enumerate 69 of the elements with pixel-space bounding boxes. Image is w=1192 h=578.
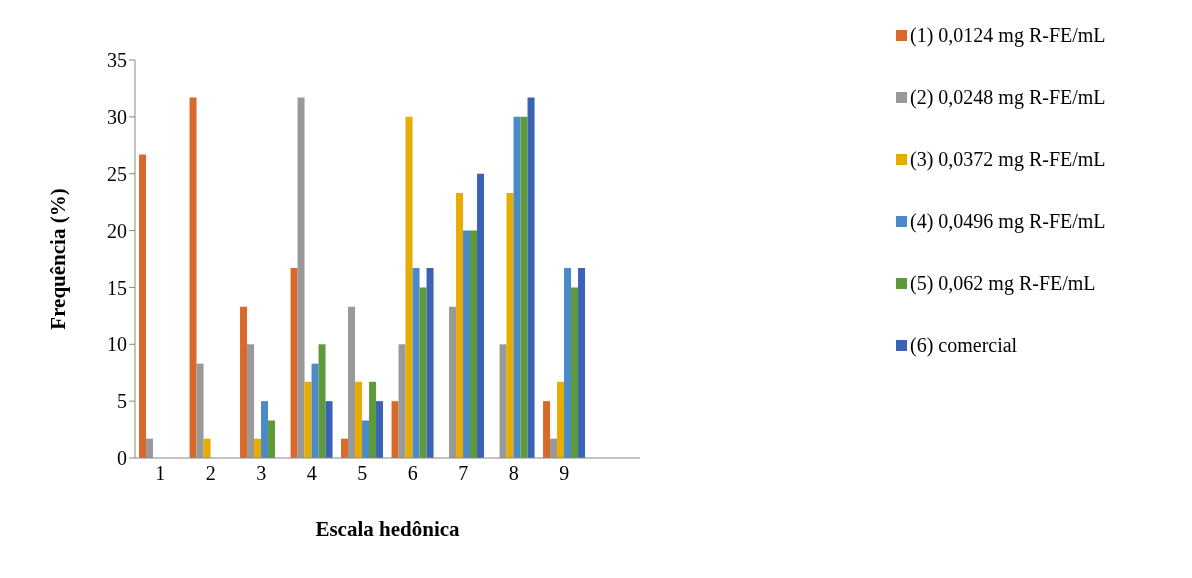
- bar: [146, 438, 154, 458]
- bar: [499, 344, 507, 458]
- bar: [463, 230, 471, 458]
- bar: [247, 344, 255, 458]
- y-tick-label: 10: [107, 333, 127, 356]
- bar: [405, 116, 413, 458]
- x-tick-label: 5: [357, 462, 368, 485]
- bar: [355, 381, 363, 458]
- y-tick-label: 25: [107, 162, 127, 185]
- bar: [564, 268, 572, 458]
- bar: [268, 420, 276, 458]
- x-tick-label: 1: [155, 462, 166, 485]
- bar: [341, 438, 349, 458]
- legend-label: (1) 0,0124 mg R-FE/mL: [910, 23, 1106, 47]
- bar: [456, 193, 464, 458]
- bar: [412, 268, 420, 458]
- x-tick-label: 2: [205, 462, 216, 485]
- bar: [348, 306, 356, 458]
- x-tick-label: 8: [508, 462, 519, 485]
- bar: [398, 344, 406, 458]
- x-tick-label: 3: [256, 462, 267, 485]
- bar: [376, 401, 384, 458]
- bar: [550, 438, 558, 458]
- bar: [449, 306, 457, 458]
- bar: [578, 268, 586, 458]
- y-tick-label: 0: [117, 447, 127, 470]
- bar: [477, 173, 485, 458]
- bar: [391, 401, 399, 458]
- y-tick-label: 15: [107, 276, 127, 299]
- bar: [203, 438, 211, 458]
- y-axis-title: Frequência (%): [46, 188, 71, 330]
- legend-label: (6) comercial: [910, 333, 1018, 357]
- bar: [189, 97, 197, 458]
- y-tick-label: 35: [107, 49, 127, 72]
- bar: [470, 230, 478, 458]
- legend-label: (3) 0,0372 mg R-FE/mL: [910, 147, 1106, 171]
- bar: [240, 306, 248, 458]
- bar: [325, 401, 333, 458]
- bar: [304, 381, 312, 458]
- x-axis-title: Escala hedônica: [315, 517, 461, 541]
- y-tick-label: 30: [107, 105, 127, 128]
- legend-label: (2) 0,0248 mg R-FE/mL: [910, 85, 1106, 109]
- x-tick-label: 6: [407, 462, 418, 485]
- bar: [520, 116, 528, 458]
- bar: [543, 401, 551, 458]
- bar: [369, 381, 377, 458]
- x-tick-label: 4: [306, 462, 317, 485]
- bar: [419, 287, 427, 458]
- bar: [557, 381, 565, 458]
- bar: [290, 268, 298, 458]
- bar: [513, 116, 521, 458]
- bar: [571, 287, 579, 458]
- bar: [261, 401, 269, 458]
- bar: [426, 268, 434, 458]
- y-tick-label: 20: [107, 219, 127, 242]
- legend-label: (4) 0,0496 mg R-FE/mL: [910, 209, 1106, 233]
- bar: [362, 420, 370, 458]
- bar: [139, 154, 147, 458]
- bar: [297, 97, 305, 458]
- x-tick-label: 7: [458, 462, 469, 485]
- bar: [311, 363, 319, 458]
- bar: [254, 438, 262, 458]
- bar: [527, 97, 535, 458]
- bar: [318, 344, 326, 458]
- legend-label: (5) 0,062 mg R-FE/mL: [910, 271, 1096, 295]
- x-tick-label: 9: [559, 462, 570, 485]
- bar: [196, 363, 204, 458]
- bar: [506, 193, 514, 458]
- y-tick-label: 5: [117, 390, 127, 413]
